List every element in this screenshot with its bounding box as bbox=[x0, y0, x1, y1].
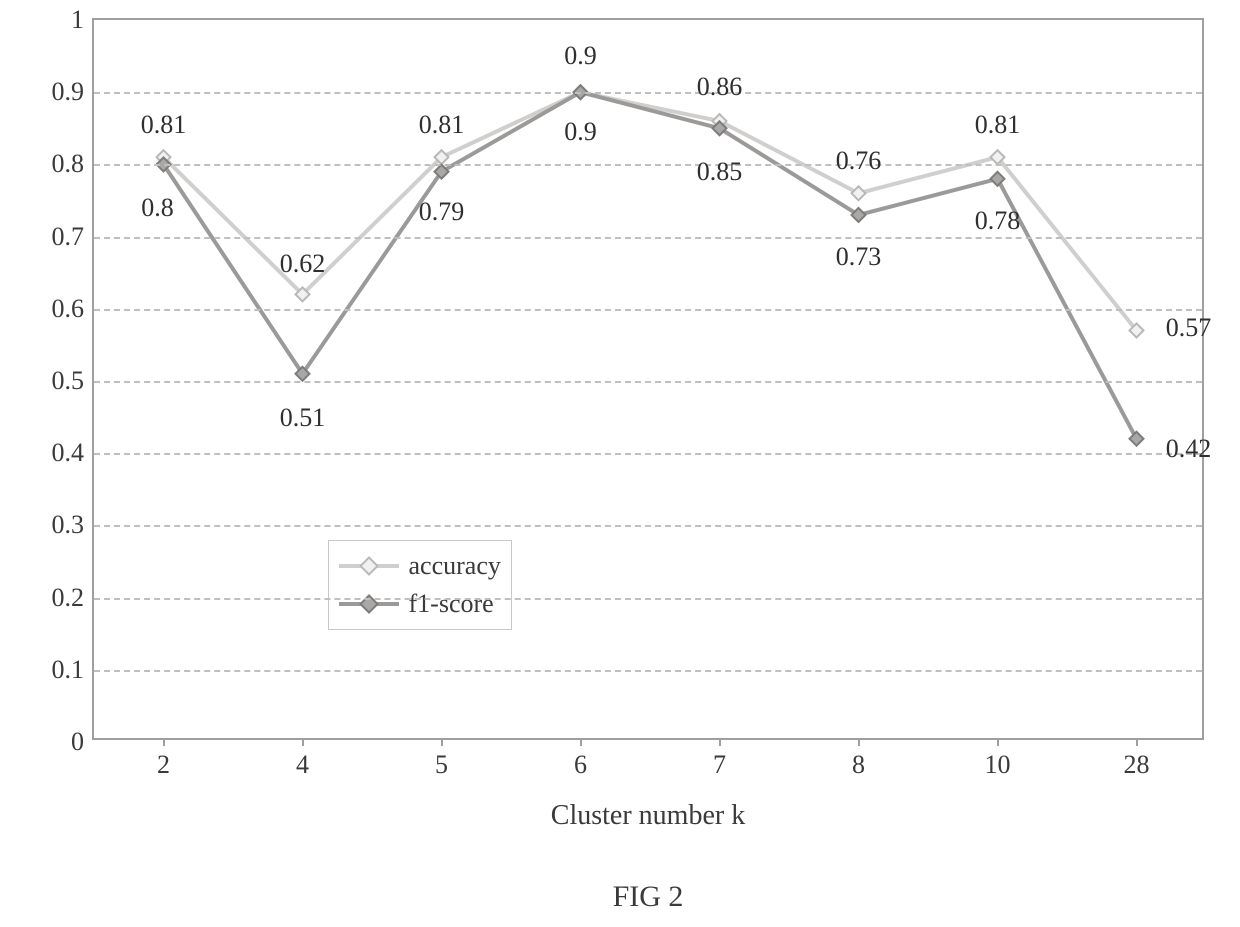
data-label-f1-score: 0.8 bbox=[141, 193, 174, 223]
marker-accuracy bbox=[852, 186, 866, 200]
legend-item-accuracy: accuracy bbox=[339, 547, 501, 585]
legend-label: accuracy bbox=[409, 551, 501, 581]
data-label-f1-score: 0.42 bbox=[1166, 434, 1212, 464]
x-tick-label: 5 bbox=[435, 738, 448, 780]
marker-f1-score bbox=[1130, 432, 1144, 446]
data-label-f1-score: 0.51 bbox=[280, 403, 326, 433]
data-label-f1-score: 0.73 bbox=[836, 242, 882, 272]
data-label-accuracy: 0.62 bbox=[280, 249, 326, 279]
legend-swatch bbox=[339, 559, 399, 573]
x-tick-label: 10 bbox=[985, 738, 1011, 780]
y-tick-label: 0.4 bbox=[52, 438, 95, 468]
x-tick-label: 7 bbox=[713, 738, 726, 780]
data-label-accuracy: 0.81 bbox=[975, 110, 1021, 140]
y-tick-label: 0.7 bbox=[52, 222, 95, 252]
data-label-accuracy: 0.81 bbox=[419, 110, 465, 140]
data-label-accuracy: 0.86 bbox=[697, 72, 743, 102]
gridline bbox=[94, 92, 1202, 94]
y-tick-label: 0.3 bbox=[52, 510, 95, 540]
legend-label: f1-score bbox=[409, 589, 494, 619]
data-label-accuracy: 0.76 bbox=[836, 146, 882, 176]
x-tick-label: 8 bbox=[852, 738, 865, 780]
x-tick-label: 2 bbox=[157, 738, 170, 780]
legend-item-f1-score: f1-score bbox=[339, 585, 501, 623]
figure: accuracy f1-score 0 0.1 0.2 0.3 0.4 0.5 0.6 0.7 0… bbox=[0, 0, 1240, 927]
data-label-accuracy: 0.57 bbox=[1166, 313, 1212, 343]
x-tick-label: 4 bbox=[296, 738, 309, 780]
y-tick-label: 1 bbox=[71, 5, 94, 35]
gridline bbox=[94, 525, 1202, 527]
y-tick-label: 0.8 bbox=[52, 149, 95, 179]
gridline bbox=[94, 670, 1202, 672]
figure-caption: FIG 2 bbox=[613, 880, 684, 914]
plot-area: accuracyf1-score 00.10.20.30.40.50.60.70… bbox=[92, 18, 1204, 740]
y-tick-label: 0.6 bbox=[52, 294, 95, 324]
data-label-f1-score: 0.78 bbox=[975, 206, 1021, 236]
marker-f1-score bbox=[991, 172, 1005, 186]
x-axis-title: Cluster number k bbox=[551, 800, 745, 832]
y-tick-label: 0 bbox=[71, 727, 94, 757]
data-label-f1-score: 0.79 bbox=[419, 197, 465, 227]
gridline bbox=[94, 598, 1202, 600]
y-tick-label: 0.9 bbox=[52, 77, 95, 107]
y-tick-label: 0.1 bbox=[52, 655, 95, 685]
gridline bbox=[94, 381, 1202, 383]
legend-marker bbox=[359, 556, 379, 576]
gridline bbox=[94, 164, 1202, 166]
legend: accuracy f1-score bbox=[328, 540, 512, 630]
data-label-accuracy: 0.81 bbox=[141, 110, 187, 140]
gridline bbox=[94, 237, 1202, 239]
x-tick-label: 28 bbox=[1124, 738, 1150, 780]
y-tick-label: 0.5 bbox=[52, 366, 95, 396]
data-label-f1-score: 0.9 bbox=[564, 117, 597, 147]
data-label-accuracy: 0.9 bbox=[564, 41, 597, 71]
gridline bbox=[94, 453, 1202, 455]
data-label-f1-score: 0.85 bbox=[697, 157, 743, 187]
x-tick-label: 6 bbox=[574, 738, 587, 780]
gridline bbox=[94, 309, 1202, 311]
y-tick-label: 0.2 bbox=[52, 583, 95, 613]
